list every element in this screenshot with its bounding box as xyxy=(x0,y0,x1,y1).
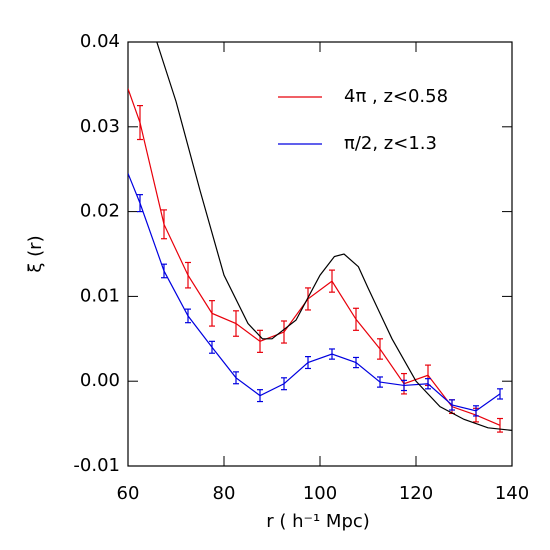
series-line xyxy=(128,88,501,426)
error-bar xyxy=(449,399,455,411)
legend-label: 4π , z<0.58 xyxy=(344,86,448,107)
y-tick-label: -0.01 xyxy=(73,455,120,476)
error-bar xyxy=(497,388,503,400)
error-bar xyxy=(377,376,383,388)
error-bar xyxy=(305,356,311,370)
x-axis-label: r ( h⁻¹ Mpc) xyxy=(266,511,370,532)
y-tick-label: 0.02 xyxy=(80,201,120,222)
y-axis-label: ξ (r) xyxy=(25,235,46,272)
y-tick-label: 0.00 xyxy=(80,370,120,391)
y-tick-label: 0.01 xyxy=(80,285,120,306)
x-tick-label: 120 xyxy=(399,483,433,504)
error-bar xyxy=(281,320,287,344)
error-bar xyxy=(185,261,191,289)
legend-label: π/2, z<1.3 xyxy=(344,133,437,154)
error-bar xyxy=(161,209,167,240)
y-tick-label: 0.03 xyxy=(80,116,120,137)
error-bar xyxy=(209,300,215,327)
error-bar xyxy=(137,104,143,141)
error-bar xyxy=(425,378,431,390)
error-bar xyxy=(353,356,359,369)
error-bar xyxy=(497,417,503,433)
x-tick-label: 140 xyxy=(495,483,529,504)
error-bar xyxy=(401,379,407,392)
error-bar xyxy=(257,329,263,353)
error-bar xyxy=(161,263,167,279)
error-bar xyxy=(233,310,239,337)
plot-frame xyxy=(127,41,513,467)
y-tick-label: 0.04 xyxy=(80,31,120,52)
series-line xyxy=(156,42,512,431)
x-tick-label: 100 xyxy=(303,483,337,504)
x-tick-label: 60 xyxy=(117,483,140,504)
error-bar xyxy=(209,340,215,354)
error-bar xyxy=(329,269,335,293)
x-tick-label: 80 xyxy=(213,483,236,504)
error-bar xyxy=(329,348,335,360)
series-line xyxy=(128,173,501,412)
error-bar xyxy=(353,307,359,331)
error-bar xyxy=(281,377,287,391)
error-bar xyxy=(377,338,383,360)
error-bar xyxy=(233,371,239,385)
error-bar xyxy=(185,308,191,324)
error-bar xyxy=(473,405,479,417)
error-bar xyxy=(137,194,143,213)
error-bar xyxy=(257,389,263,403)
